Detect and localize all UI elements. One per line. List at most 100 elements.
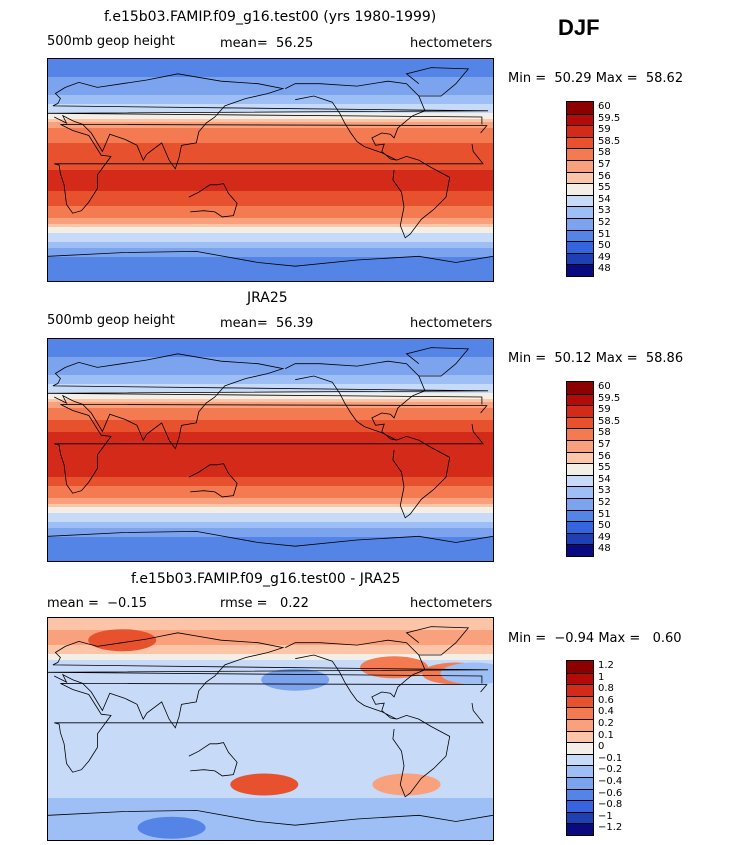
colorbar-box (567, 264, 593, 276)
colorbar-label: 59 (598, 124, 611, 136)
field-band (48, 384, 493, 388)
colorbar-box (567, 718, 593, 731)
south-america-outline (392, 714, 451, 798)
panel3-colorbar (566, 660, 594, 836)
field-band (48, 89, 493, 93)
field-band (48, 711, 493, 715)
field-band (48, 206, 493, 210)
field-band (48, 278, 493, 281)
field-band (48, 828, 493, 832)
panel3-min-max: Min = −0.94 Max = 0.60 (508, 631, 682, 646)
field-band (48, 630, 493, 634)
colorbar-box (567, 102, 593, 114)
field-band (48, 387, 493, 391)
field-band (48, 558, 493, 561)
colorbar-box (567, 148, 593, 160)
field-band (48, 221, 493, 225)
field-band (48, 657, 493, 661)
field-band (48, 378, 493, 382)
field-band (48, 696, 493, 700)
field-band (48, 747, 493, 751)
colorbar-box (567, 252, 593, 265)
colorbar-box (567, 661, 593, 673)
antarctica-outline (48, 809, 493, 826)
antarctica-outline (48, 530, 493, 547)
colorbar-box (567, 800, 593, 812)
field-band (48, 453, 493, 457)
field-band (48, 513, 493, 517)
field-band (48, 618, 493, 622)
field-band (48, 158, 493, 162)
field-band (48, 233, 493, 237)
field-band (48, 125, 493, 129)
field-band (48, 354, 493, 358)
field-band (48, 95, 493, 99)
colorbar-label: 58 (598, 147, 611, 159)
field-band (48, 717, 493, 721)
colorbar-box (567, 125, 593, 137)
colorbar-label: −0.2 (598, 764, 623, 776)
field-band (48, 516, 493, 520)
colorbar-label: 55 (598, 462, 611, 474)
greenland-outline (405, 626, 470, 656)
field-band (48, 726, 493, 730)
colorbar-label: −0.1 (598, 752, 623, 764)
australia-outline (188, 742, 238, 777)
field-band (48, 134, 493, 138)
colorbar-box (567, 788, 593, 801)
colorbar-label: 0.2 (598, 718, 614, 729)
colorbar-label: 50 (598, 240, 611, 252)
colorbar-box (567, 428, 593, 440)
field-band (48, 444, 493, 448)
colorbar-box (567, 241, 593, 253)
field-band (48, 507, 493, 511)
field-band (48, 633, 493, 637)
field-band (48, 212, 493, 216)
field-band (48, 351, 493, 355)
field-band (48, 702, 493, 706)
africa-outline (54, 124, 488, 214)
greenland-outline (405, 67, 470, 97)
field-band (48, 65, 493, 69)
field-band (48, 762, 493, 766)
field-band (48, 543, 493, 547)
field-band (48, 426, 493, 430)
colorbar-box (567, 672, 593, 685)
colorbar-label: 49 (598, 531, 611, 543)
field-band (48, 540, 493, 544)
colorbar-box (567, 544, 593, 556)
field-band (48, 248, 493, 252)
field-band (48, 441, 493, 445)
field-band (48, 423, 493, 427)
field-band (48, 191, 493, 195)
field-band (48, 74, 493, 78)
field-band (48, 819, 493, 823)
field-band (48, 116, 493, 120)
colorbar-box (567, 229, 593, 242)
colorbar-box (567, 183, 593, 195)
field-band (48, 825, 493, 829)
colorbar-label: 54 (598, 473, 611, 485)
field-band (48, 230, 493, 234)
field-band (48, 720, 493, 724)
field-band (48, 188, 493, 192)
south-america-outline (392, 155, 451, 239)
field-band (48, 239, 493, 243)
anomaly-region (88, 629, 157, 652)
field-band (48, 260, 493, 264)
field-band (48, 486, 493, 490)
field-band (48, 167, 493, 171)
field-band (48, 224, 493, 228)
colorbar-box (567, 509, 593, 522)
colorbar-label: −0.8 (598, 799, 623, 811)
field-band (48, 366, 493, 370)
field-band (48, 807, 493, 811)
field-band (48, 492, 493, 496)
colorbar-box (567, 753, 593, 766)
colorbar-label: 54 (598, 193, 611, 205)
colorbar-box (567, 206, 593, 218)
field-band (48, 269, 493, 273)
colorbar-label: 52 (598, 497, 611, 508)
field-band (48, 170, 493, 174)
field-band (48, 651, 493, 655)
